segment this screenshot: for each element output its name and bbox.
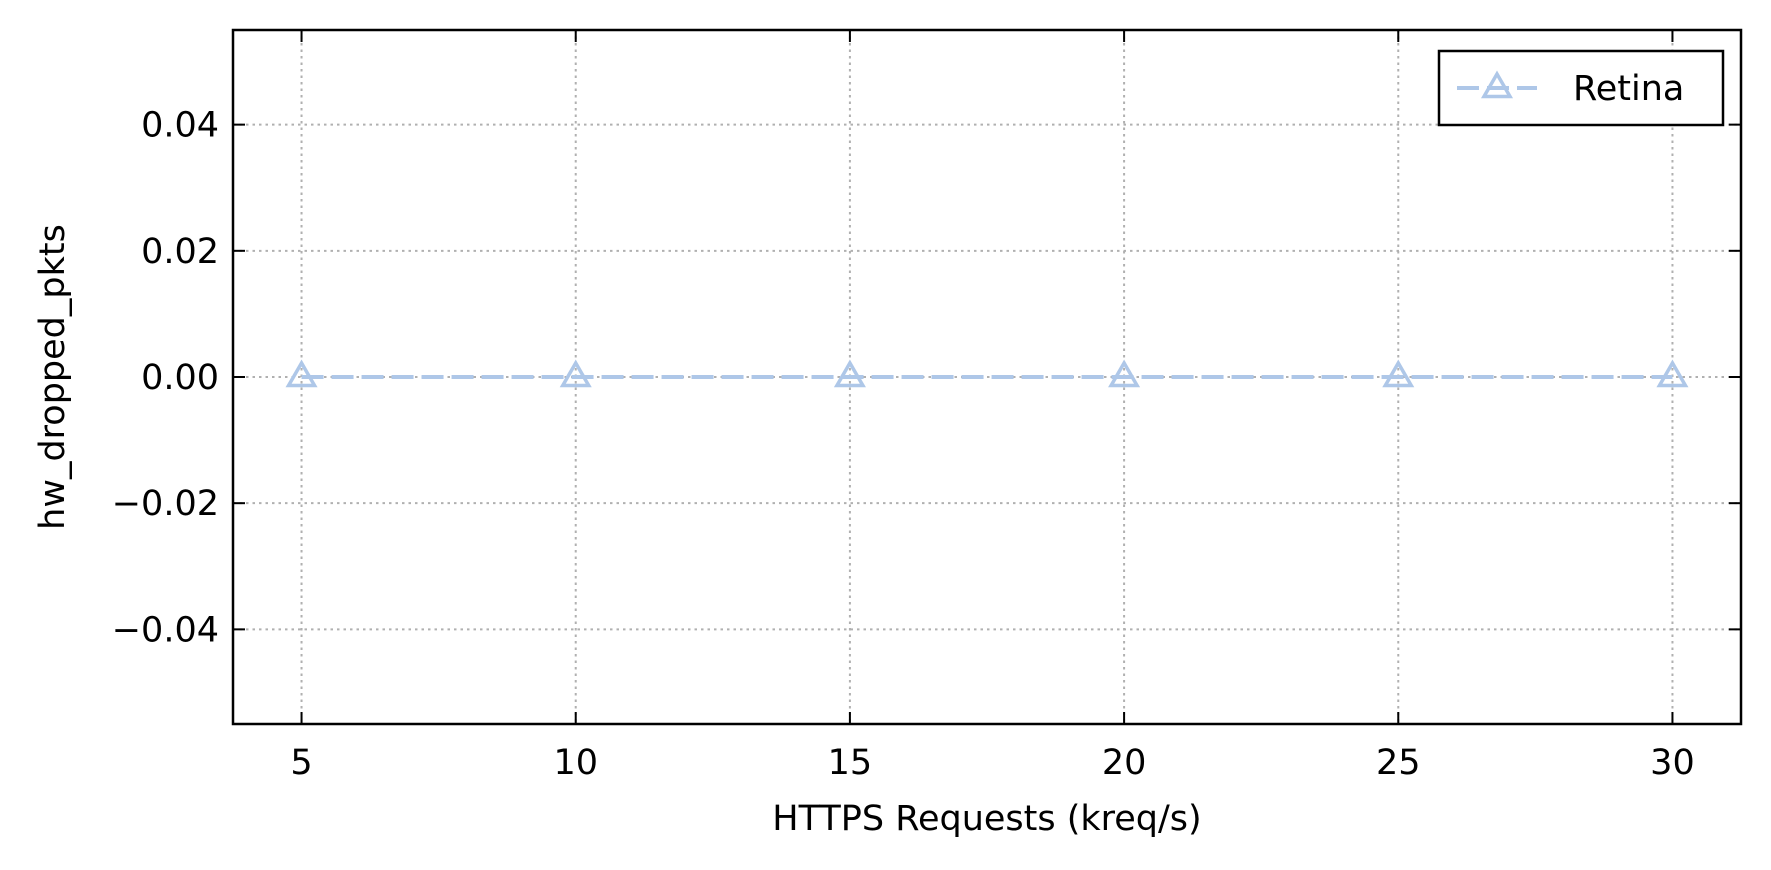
y-tick-label: 0.04 — [141, 106, 219, 146]
x-tick-label: 30 — [1650, 743, 1695, 783]
x-tick-label: 20 — [1102, 743, 1147, 783]
x-tick-label: 15 — [828, 743, 873, 783]
data-point-marker — [1656, 359, 1689, 388]
y-tick-label: 0.02 — [141, 232, 219, 272]
data-point-marker — [1382, 359, 1415, 388]
y-axis-title: hw_dropped_pkts — [33, 224, 73, 530]
y-tick-labels: −0.04 −0.02 0.00 0.02 0.04 — [112, 106, 219, 651]
y-tick-label: −0.04 — [112, 610, 219, 650]
y-tick-label: −0.02 — [112, 484, 219, 524]
x-tick-label: 25 — [1376, 743, 1421, 783]
data-point-marker — [1108, 359, 1141, 388]
data-point-marker — [559, 359, 592, 388]
legend-box — [1437, 49, 1725, 127]
data-point-marker — [833, 359, 866, 388]
x-tick-labels: 5 10 15 20 25 30 — [290, 743, 1694, 783]
series-layer — [285, 359, 1689, 388]
ticks — [233, 30, 1741, 724]
data-point-marker — [285, 359, 318, 388]
legend: Retina — [1437, 49, 1725, 127]
y-tick-label: 0.00 — [141, 358, 219, 398]
legend-label-retina: Retina — [1573, 69, 1684, 109]
x-tick-label: 5 — [290, 743, 312, 783]
legend-marker-retina — [1480, 70, 1514, 99]
x-axis-title: HTTPS Requests (kreq/s) — [772, 799, 1201, 839]
x-tick-label: 10 — [553, 743, 598, 783]
